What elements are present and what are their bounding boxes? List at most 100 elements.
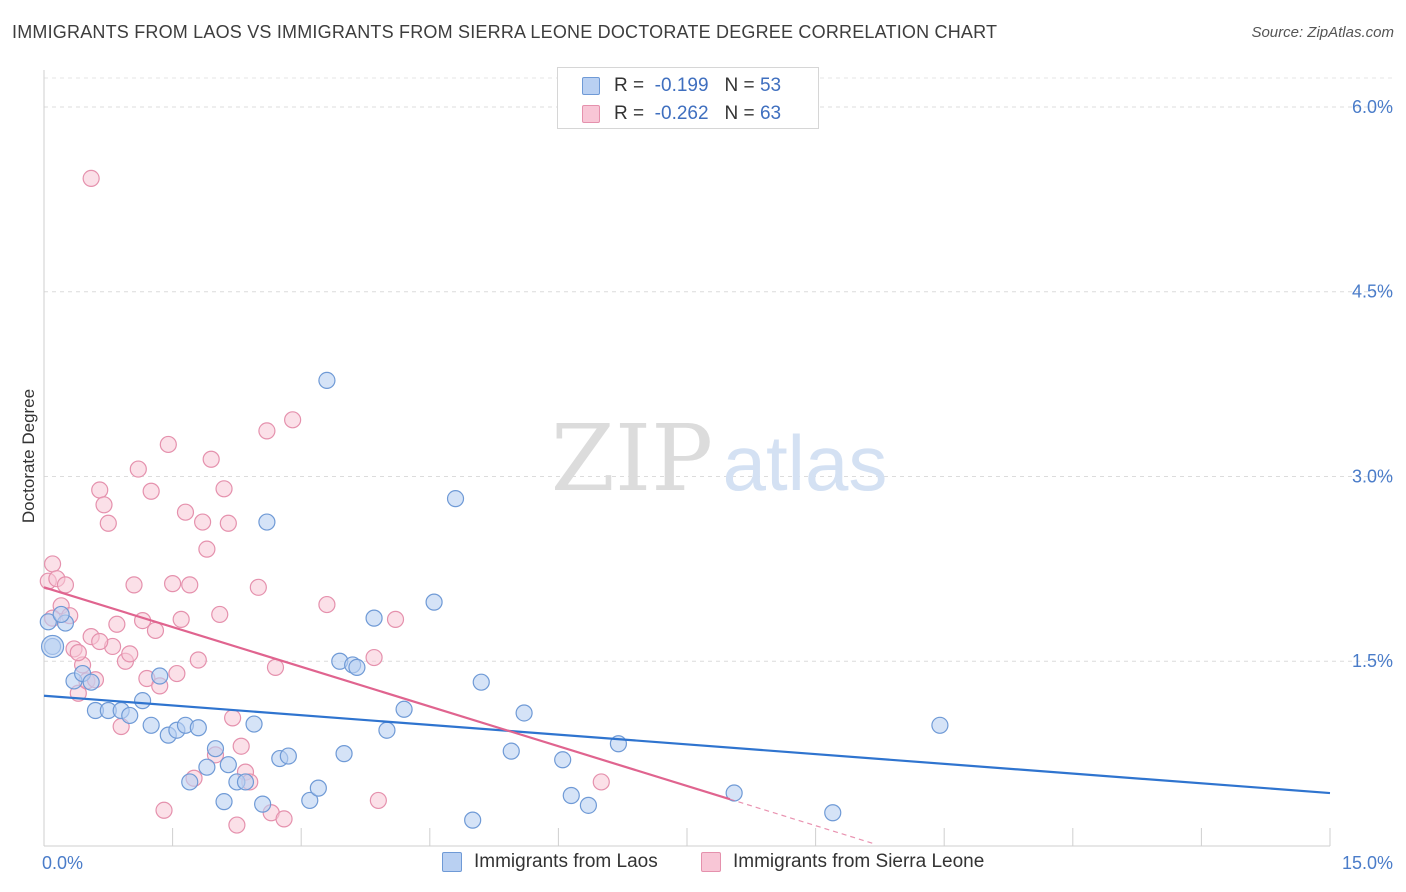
point-sierra-leone [318,595,336,614]
point-sierra-leone [176,503,195,521]
point-sierra-leone [129,460,147,478]
point-sierra-leone [82,169,100,187]
x-tick-label: 0.0% [42,853,83,873]
y-tick-label: 1.5% [1352,651,1393,671]
point-laos [279,747,297,765]
legend-r-value: -0.262 [654,103,709,124]
point-sierra-leone [189,651,207,669]
legend-row-laos: R = -0.199 N = 53 [582,74,781,98]
legend-swatch-laos [582,77,600,95]
point-sierra-leone [369,791,387,810]
point-laos [472,673,490,691]
y-tick-label: 3.0% [1352,466,1393,486]
point-laos [515,704,533,722]
legend-swatch-sierra-leone [582,105,600,123]
trend-lines [43,586,1331,845]
point-laos [395,700,413,718]
legend-n-label: N = [724,103,755,124]
point-laos [554,751,572,769]
watermark-atlas: atlas [723,419,888,507]
point-sierra-leone [386,610,405,628]
point-sierra-leone [266,658,285,676]
point-sierra-leone [198,540,216,558]
watermark-zip: ZIP [551,405,713,512]
axes [43,70,1331,847]
point-laos [378,721,396,739]
point-laos [121,706,139,725]
chart-title: IMMIGRANTS FROM LAOS VS IMMIGRANTS FROM … [12,22,998,42]
point-sierra-leone [142,482,160,500]
y-axis-label: Doctorate Degree [19,389,38,523]
grid-lines [44,77,1392,662]
legend-r-label: R = [614,75,645,96]
point-laos [206,740,225,758]
point-sierra-leone [228,816,246,834]
point-laos [562,786,580,805]
point-laos [219,756,237,774]
series-swatch-sierra-leone [701,852,721,872]
series-legend-laos[interactable]: Immigrants from Laos [442,851,658,873]
point-laos [502,742,520,760]
point-laos [318,371,336,389]
point-sierra-leone [168,664,186,683]
point-sierra-leone [43,555,62,573]
legend-row-sierra-leone: R = -0.262 N = 63 [582,102,781,126]
point-laos [301,791,319,810]
point-laos [309,779,327,797]
point-sierra-leone [592,773,610,791]
legend-n-label: N = [724,75,755,96]
y-tick-labels: 1.5% 3.0% 4.5% 6.0% [1352,97,1393,671]
point-laos [464,811,482,829]
stats-legend: R = -0.199 N = 53 R = -0.262 N = 63 [557,67,819,129]
point-laos [181,773,199,791]
point-sierra-leone [202,450,220,468]
point-laos [824,804,842,822]
y-tick-label: 4.5% [1352,282,1393,302]
point-sierra-leone [99,514,117,532]
point-sierra-leone [181,576,199,594]
point-sierra-leone [249,578,267,596]
point-sierra-leone [91,632,109,651]
source-label: Source: ZipAtlas.com [1251,24,1394,41]
point-sierra-leone [232,737,250,755]
point-laos [133,692,152,710]
legend-r-value: -0.199 [654,75,709,96]
point-laos [40,634,65,659]
point-sierra-leone [121,645,139,663]
point-laos [446,490,465,508]
point-laos [579,796,598,814]
series-label-sierra-leone: Immigrants from Sierra Leone [733,851,985,872]
watermark: ZIP atlas [551,405,887,512]
point-sierra-leone [56,576,75,594]
point-sierra-leone [155,801,173,819]
point-sierra-leone [258,422,276,440]
point-sierra-leone [365,648,383,667]
point-laos [931,716,949,734]
point-laos [348,658,366,676]
point-laos [258,513,276,531]
point-laos [142,716,160,734]
point-laos [215,793,233,811]
series-label-laos: Immigrants from Laos [474,851,658,872]
point-laos [425,593,443,611]
x-tick-label: 15.0% [1342,853,1393,873]
point-sierra-leone [108,615,126,633]
point-sierra-leone [275,810,293,828]
point-sierra-leone [125,576,143,594]
x-tick-labels: 0.0% 15.0% [42,853,1393,873]
point-laos [52,605,70,624]
legend-r-label: R = [614,103,645,124]
point-laos [189,719,207,737]
point-sierra-leone [91,481,109,499]
point-sierra-leone [224,709,242,727]
points-laos [39,371,949,829]
point-laos [82,673,100,691]
series-legend: Immigrants from Laos Immigrants from Sie… [0,851,1406,877]
series-swatch-laos [442,852,462,872]
point-laos [335,745,353,763]
legend-n-value: 53 [759,75,782,96]
point-sierra-leone [211,605,229,624]
series-legend-sierra-leone[interactable]: Immigrants from Sierra Leone [701,851,984,873]
point-laos [39,613,57,631]
